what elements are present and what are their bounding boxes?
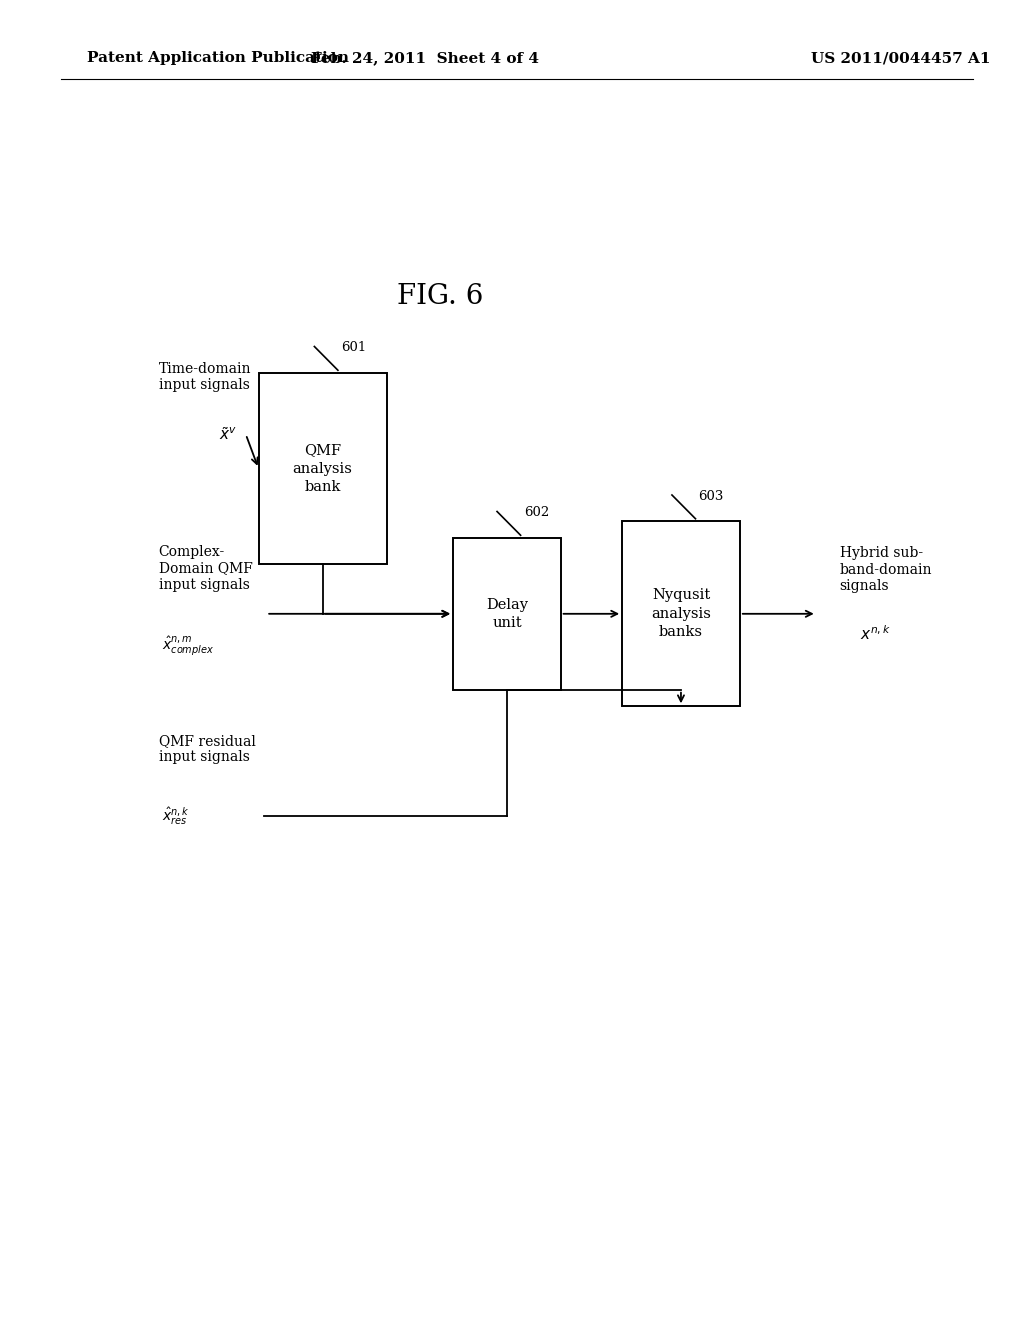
Text: Feb. 24, 2011  Sheet 4 of 4: Feb. 24, 2011 Sheet 4 of 4	[311, 51, 539, 65]
Text: 601: 601	[341, 342, 367, 354]
Text: $\hat{x}^{n,m}_{complex}$: $\hat{x}^{n,m}_{complex}$	[162, 635, 214, 659]
Bar	[258, 372, 387, 565]
Text: Hybrid sub-
band-domain
signals: Hybrid sub- band-domain signals	[840, 546, 932, 593]
Bar	[623, 521, 739, 706]
Text: US 2011/0044457 A1: US 2011/0044457 A1	[811, 51, 991, 65]
Text: QMF residual
input signals: QMF residual input signals	[159, 734, 256, 764]
Text: 603: 603	[698, 490, 724, 503]
Text: 602: 602	[523, 507, 549, 519]
Text: $\hat{x}^{n,k}_{res}$: $\hat{x}^{n,k}_{res}$	[162, 805, 189, 826]
Text: FIG. 6: FIG. 6	[397, 284, 483, 310]
Text: $\tilde{x}^v$: $\tilde{x}^v$	[219, 426, 238, 442]
Text: Complex-
Domain QMF
input signals: Complex- Domain QMF input signals	[159, 545, 253, 591]
Text: Patent Application Publication: Patent Application Publication	[87, 51, 349, 65]
Text: Delay
unit: Delay unit	[485, 598, 528, 630]
Text: $x^{n,k}$: $x^{n,k}$	[860, 624, 891, 643]
Text: Time-domain
input signals: Time-domain input signals	[159, 362, 251, 392]
Text: Nyqusit
analysis
banks: Nyqusit analysis banks	[651, 589, 711, 639]
Bar	[453, 539, 561, 689]
Text: QMF
analysis
bank: QMF analysis bank	[293, 444, 352, 494]
